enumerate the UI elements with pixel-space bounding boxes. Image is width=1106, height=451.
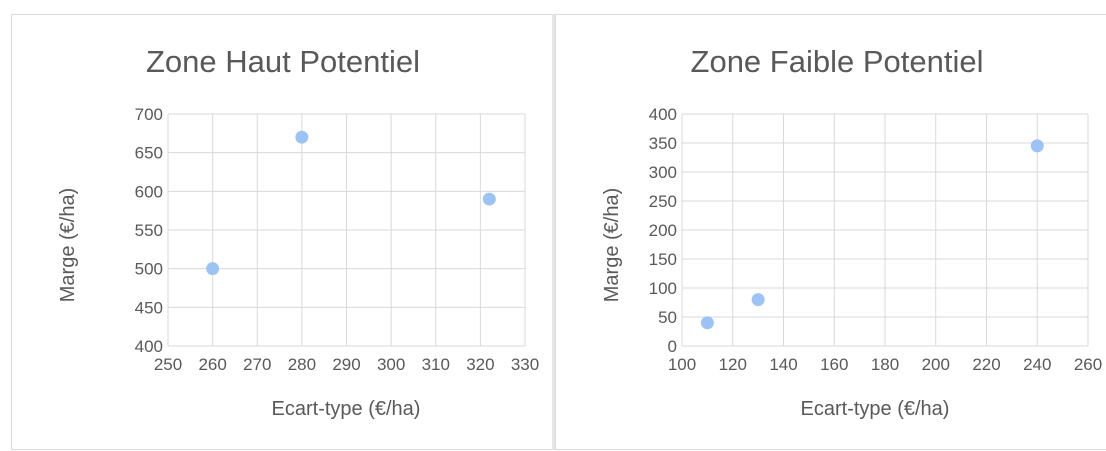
- scatter-point: [1030, 139, 1044, 153]
- scatter-chart-haut-potentiel: Zone Haut Potentiel 400 450 500 550 600 650 70…: [57, 44, 539, 420]
- scatter-point: [482, 192, 496, 206]
- x-tick-label: 140: [769, 355, 797, 374]
- x-axis-title: Ecart-type (€/ha): [272, 398, 421, 420]
- scatter-point: [751, 293, 765, 307]
- y-tick-labels: 0 50 100 150 200 250 300 350 400: [649, 105, 677, 356]
- y-tick-label: 550: [135, 221, 163, 240]
- y-tick-label: 500: [135, 260, 163, 279]
- y-tick-label: 200: [649, 221, 677, 240]
- x-tick-label: 160: [820, 355, 848, 374]
- x-tick-label: 290: [332, 355, 360, 374]
- y-axis-title: Marge (€/ha): [601, 188, 623, 303]
- x-tick-label: 260: [198, 355, 226, 374]
- x-tick-label: 270: [243, 355, 271, 374]
- data-points: [206, 130, 496, 276]
- chart-panel-haut-potentiel: Zone Haut Potentiel 400 450 500 550 600 650 70…: [11, 14, 553, 450]
- y-tick-label: 700: [135, 105, 163, 124]
- chart-panel-faible-potentiel: Zone Faible Potentiel 0 50 100 150 200 250 300…: [555, 14, 1106, 450]
- y-tick-label: 300: [649, 163, 677, 182]
- x-tick-label: 330: [511, 355, 539, 374]
- y-tick-label: 350: [649, 134, 677, 153]
- y-tick-label: 400: [649, 105, 677, 124]
- y-tick-label: 250: [649, 192, 677, 211]
- x-tick-label: 280: [288, 355, 316, 374]
- chart-title: Zone Haut Potentiel: [146, 44, 420, 79]
- y-tick-label: 50: [658, 308, 677, 327]
- grid-lines: [681, 113, 1089, 347]
- scatter-point: [700, 316, 714, 330]
- x-tick-label: 120: [719, 355, 747, 374]
- scatter-chart-faible-potentiel: Zone Faible Potentiel 0 50 100 150 200 250 300…: [601, 44, 1102, 420]
- x-tick-label: 100: [668, 355, 696, 374]
- x-tick-label: 300: [377, 355, 405, 374]
- y-tick-label: 450: [135, 298, 163, 317]
- x-tick-label: 220: [972, 355, 1000, 374]
- scatter-point: [295, 130, 309, 144]
- y-tick-label: 100: [649, 279, 677, 298]
- x-tick-labels: 250 260 270 280 290 300 310 320 330: [154, 355, 539, 374]
- panel-divider: [552, 14, 555, 450]
- data-points: [700, 139, 1044, 330]
- x-tick-label: 180: [871, 355, 899, 374]
- x-tick-label: 200: [922, 355, 950, 374]
- y-tick-labels: 400 450 500 550 600 650 700: [135, 105, 163, 356]
- scatter-point: [206, 262, 220, 276]
- y-tick-label: 400: [135, 337, 163, 356]
- x-tick-label: 310: [422, 355, 450, 374]
- x-axis-title: Ecart-type (€/ha): [801, 398, 950, 420]
- grid-lines: [167, 113, 526, 347]
- y-tick-label: 650: [135, 144, 163, 163]
- x-tick-labels: 100 120 140 160 180 200 220 240 260: [668, 355, 1102, 374]
- x-tick-label: 260: [1074, 355, 1102, 374]
- y-tick-label: 0: [668, 337, 677, 356]
- y-axis-title: Marge (€/ha): [57, 188, 79, 303]
- y-tick-label: 150: [649, 250, 677, 269]
- x-tick-label: 240: [1023, 355, 1051, 374]
- x-tick-label: 250: [154, 355, 182, 374]
- x-tick-label: 320: [466, 355, 494, 374]
- y-tick-label: 600: [135, 182, 163, 201]
- chart-title: Zone Faible Potentiel: [691, 44, 984, 79]
